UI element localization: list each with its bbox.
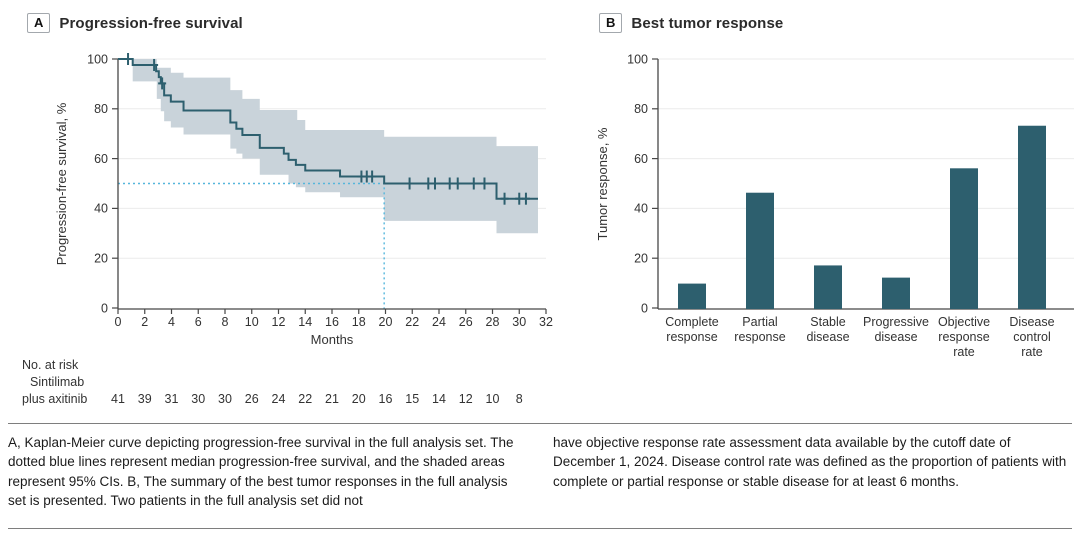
at-risk-value: 31	[165, 392, 179, 406]
panel-a-header: A Progression-free survival	[27, 13, 243, 33]
caption-left-column: A, Kaplan-Meier curve depicting progress…	[8, 435, 514, 508]
panel-b-title: Best tumor response	[631, 14, 784, 32]
y-axis-label: Tumor response, %	[595, 127, 610, 240]
figure-caption: A, Kaplan-Meier curve depicting progress…	[8, 433, 1072, 510]
caption-divider-bottom	[8, 528, 1072, 529]
panel-b-header: B Best tumor response	[599, 13, 783, 33]
bar-objective-response-rate	[950, 168, 978, 309]
at-risk-value: 16	[379, 392, 393, 406]
median-pfs-dotted-line	[118, 182, 385, 309]
at-risk-header: No. at risk	[22, 358, 79, 372]
y-tick-label: 40	[94, 202, 108, 216]
at-risk-value: 15	[405, 392, 419, 406]
y-tick-label: 40	[634, 202, 648, 216]
panel-a-title: Progression-free survival	[59, 14, 243, 32]
y-tick-label: 100	[87, 52, 108, 66]
km-curve	[118, 58, 538, 200]
x-category-label: Objective	[938, 315, 990, 329]
panel-a-label: A	[27, 13, 51, 33]
panel-b-label: B	[599, 13, 623, 33]
x-tick-label: 18	[352, 315, 366, 329]
bar-stable-disease	[814, 265, 842, 309]
y-tick-label: 60	[94, 152, 108, 166]
bar-complete-response	[678, 283, 706, 309]
x-category-label: disease	[874, 330, 917, 344]
x-category-label: Stable	[810, 315, 845, 329]
x-category-label: control	[1013, 330, 1051, 344]
x-tick-label: 4	[168, 315, 175, 329]
at-risk-value: 26	[245, 392, 259, 406]
y-tick-label: 60	[634, 152, 648, 166]
y-tick-label: 0	[641, 301, 648, 315]
at-risk-value: 21	[325, 392, 339, 406]
x-tick-label: 10	[245, 315, 259, 329]
x-category-label: response	[938, 330, 989, 344]
x-tick-label: 28	[486, 315, 500, 329]
y-tick-label: 20	[634, 252, 648, 266]
at-risk-value: 10	[486, 392, 500, 406]
x-tick-label: 20	[379, 315, 393, 329]
x-tick-label: 26	[459, 315, 473, 329]
y-axis-label: Progression-free survival, %	[54, 102, 69, 265]
x-tick-label: 24	[432, 315, 446, 329]
at-risk-value: 20	[352, 392, 366, 406]
at-risk-value: 30	[218, 392, 232, 406]
x-tick-label: 30	[512, 315, 526, 329]
x-tick-label: 32	[539, 315, 553, 329]
x-tick-label: 14	[298, 315, 312, 329]
x-category-label: response	[734, 330, 785, 344]
caption-right-column: have objective response rate assessment …	[553, 435, 1067, 489]
x-category-label: response	[666, 330, 717, 344]
at-risk-value: 30	[191, 392, 205, 406]
x-tick-label: 8	[222, 315, 229, 329]
x-tick-label: 2	[141, 315, 148, 329]
bar-progressive-disease	[882, 277, 910, 309]
x-category-label: disease	[806, 330, 849, 344]
x-tick-label: 12	[272, 315, 286, 329]
at-risk-value: 8	[516, 392, 523, 406]
y-tick-label: 20	[94, 252, 108, 266]
x-tick-label: 16	[325, 315, 339, 329]
at-risk-value: 22	[298, 392, 312, 406]
at-risk-value: 14	[432, 392, 446, 406]
y-tick-label: 100	[627, 52, 648, 66]
x-category-label: Partial	[742, 315, 777, 329]
x-tick-label: 0	[115, 315, 122, 329]
at-risk-value: 39	[138, 392, 152, 406]
at-risk-group-line1: Sintilimab	[30, 375, 84, 389]
bar-disease-control-rate	[1018, 125, 1046, 310]
caption-divider-top	[8, 423, 1072, 424]
x-tick-label: 22	[405, 315, 419, 329]
x-category-label: Progressive	[863, 315, 929, 329]
at-risk-value: 41	[111, 392, 125, 406]
x-tick-label: 6	[195, 315, 202, 329]
confidence-band	[132, 59, 538, 234]
x-category-label: rate	[953, 345, 975, 359]
y-tick-label: 80	[94, 102, 108, 116]
x-category-label: Complete	[665, 315, 719, 329]
at-risk-value: 24	[272, 392, 286, 406]
x-category-label: rate	[1021, 345, 1043, 359]
y-tick-label: 0	[101, 301, 108, 315]
at-risk-value: 12	[459, 392, 473, 406]
at-risk-group-line2: plus axitinib	[22, 392, 87, 406]
bar-partial-response	[746, 192, 774, 309]
y-tick-label: 80	[634, 102, 648, 116]
x-category-label: Disease	[1009, 315, 1054, 329]
x-axis-label: Months	[311, 332, 354, 347]
